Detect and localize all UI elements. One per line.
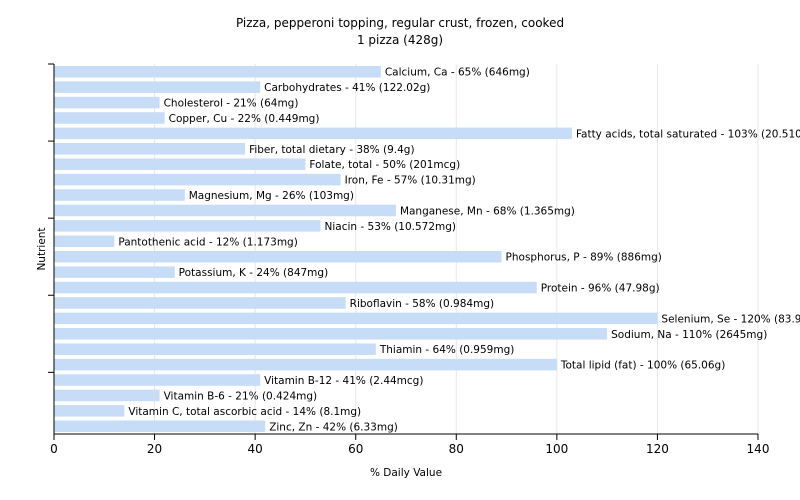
bar: [54, 374, 261, 386]
bar: [54, 389, 160, 402]
bar-label: Vitamin C, total ascorbic acid - 14% (8.…: [128, 406, 361, 418]
bar-label: Folate, total - 50% (201mcg): [309, 159, 460, 171]
bar: [54, 189, 185, 201]
bar-label: Manganese, Mn - 68% (1.365mg): [400, 205, 575, 217]
bar: [54, 127, 572, 140]
x-tick-label: 0: [50, 442, 58, 456]
bar: [54, 112, 165, 124]
bar: [54, 158, 306, 170]
bar: [54, 328, 608, 340]
x-axis-label: % Daily Value: [370, 467, 442, 479]
bar-label: Carbohydrates - 41% (122.02g): [264, 82, 430, 94]
bar: [54, 358, 557, 371]
bar: [54, 343, 376, 355]
y-axis-label: Nutrient: [36, 227, 48, 270]
x-tick-label: 80: [449, 442, 464, 456]
x-tick-label: 20: [147, 442, 162, 456]
bar-label: Potassium, K - 24% (847mg): [179, 267, 329, 279]
bar-label: Magnesium, Mg - 26% (103mg): [189, 190, 354, 202]
x-tick-label: 60: [348, 442, 363, 456]
bar: [54, 143, 246, 155]
bar-label: Protein - 96% (47.98g): [541, 283, 660, 295]
bar-label: Thiamin - 64% (0.959mg): [379, 344, 515, 356]
bar: [54, 235, 115, 248]
chart-title: Pizza, pepperoni topping, regular crust,…: [236, 16, 564, 30]
bar: [54, 266, 175, 278]
bar: [54, 250, 502, 263]
bar: [54, 281, 537, 294]
chart-subtitle: 1 pizza (428g): [357, 33, 443, 47]
bar-label: Zinc, Zn - 42% (6.33mg): [269, 421, 398, 433]
bar-label: Pantothenic acid - 12% (1.173mg): [118, 236, 297, 248]
bar: [54, 312, 658, 325]
bar: [54, 65, 381, 78]
bar: [54, 297, 346, 309]
bars: Calcium, Ca - 65% (646mg) Carbohydrates -…: [54, 65, 800, 433]
bar: [54, 173, 341, 186]
bar-label: Phosphorus, P - 89% (886mg): [506, 252, 662, 264]
bar-label: Sodium, Na - 110% (2645mg): [611, 329, 767, 341]
bar-label: Fiber, total dietary - 38% (9.4g): [249, 144, 414, 156]
bar-label: Calcium, Ca - 65% (646mg): [385, 67, 530, 79]
bar-label: Selenium, Se - 120% (83.9mcg): [661, 313, 800, 325]
bar-label: Total lipid (fat) - 100% (65.06g): [560, 360, 725, 372]
grid-lines: [154, 64, 759, 434]
bar-label: Vitamin B-12 - 41% (2.44mcg): [264, 375, 423, 387]
bar: [54, 405, 125, 417]
bar: [54, 96, 160, 109]
x-tick-label: 40: [248, 442, 263, 456]
axes: 0 20 40 60 80 100 120 140: [48, 63, 770, 456]
bar-label: Copper, Cu - 22% (0.449mg): [169, 113, 320, 125]
bar-label: Fatty acids, total saturated - 103% (20.…: [576, 128, 800, 140]
x-tick-label: 120: [646, 442, 669, 456]
bar: [54, 204, 396, 217]
bar: [54, 220, 321, 232]
bar-label: Vitamin B-6 - 21% (0.424mg): [164, 390, 318, 402]
bar-label: Cholesterol - 21% (64mg): [164, 98, 299, 110]
bar-label: Niacin - 53% (10.572mg): [325, 221, 457, 233]
bar: [54, 420, 266, 433]
bar: [54, 81, 261, 93]
bar-label: Riboflavin - 58% (0.984mg): [350, 298, 494, 310]
bar-label: Iron, Fe - 57% (10.31mg): [345, 175, 476, 187]
x-tick-label: 140: [747, 442, 770, 456]
x-tick-label: 100: [545, 442, 568, 456]
